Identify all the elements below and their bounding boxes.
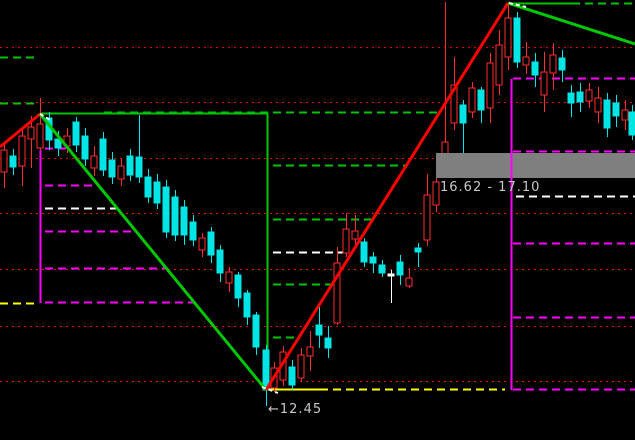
range-annotation-label: 16.62 - 17.10 — [440, 180, 541, 195]
low-annotation-label: ←12.45 — [268, 402, 323, 417]
